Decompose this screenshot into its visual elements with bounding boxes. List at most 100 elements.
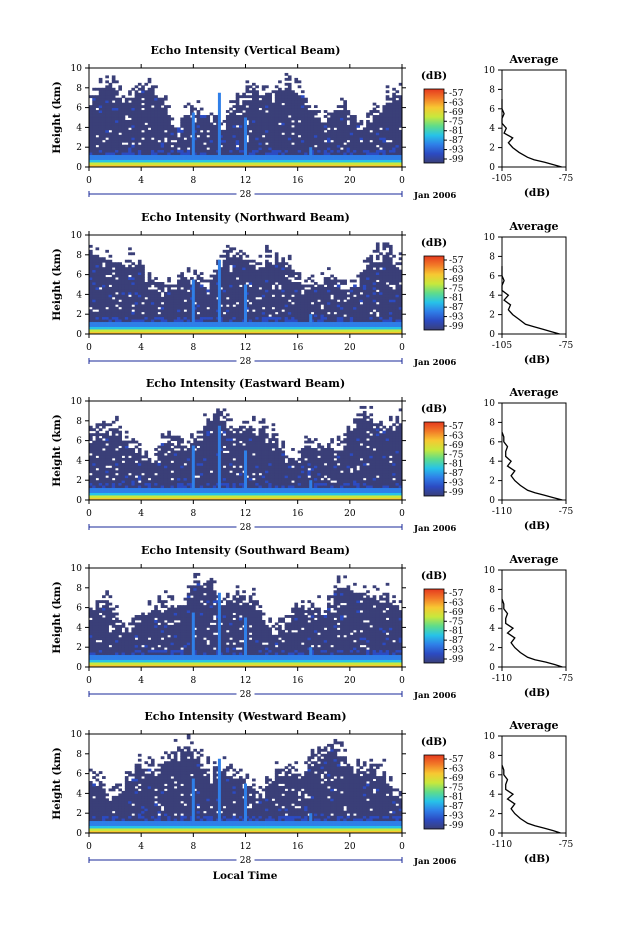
avg-frame (501, 236, 567, 335)
avg-x-label: (dB) (524, 687, 550, 699)
avg-x-tick-label: -75 (559, 507, 574, 517)
y-tick-label: 2 (76, 643, 82, 653)
date-month-label: Jan 2006 (413, 691, 456, 701)
x-tick-label: 12 (240, 676, 251, 686)
y-tick-label: 4 (76, 789, 82, 799)
avg-x-tick-label: -110 (492, 840, 512, 850)
average-profile: Average 0 2 4 6 8 10 -110 -75 (dB) (484, 386, 574, 532)
date-day-bg (236, 855, 255, 865)
colorbar-tick-label: -57 (449, 589, 464, 599)
x-tick-label: 8 (190, 842, 196, 852)
feature-column (191, 778, 195, 826)
y-tick-label: 4 (76, 290, 82, 300)
x-tick-label: 0 (86, 842, 92, 852)
avg-x-label: (dB) (524, 354, 550, 366)
feature-column (244, 450, 247, 493)
feature-column (309, 813, 313, 826)
feature-column (309, 480, 313, 493)
feature-column (244, 783, 247, 826)
colorbar-tick-label: -63 (449, 265, 464, 275)
avg-x-tick-label: -110 (492, 674, 512, 684)
colorbar-tick-label: -99 (449, 488, 464, 498)
y-tick-label: 4 (76, 456, 82, 466)
colorbar-tick-label: -93 (449, 479, 464, 489)
x-tick-label: 16 (292, 509, 304, 519)
colorbar-tick-label: -99 (449, 655, 464, 665)
colorbar-tick-label: -75 (449, 783, 464, 793)
colorbar-label: (dB) (421, 736, 447, 748)
colorbar-tick-label: -63 (449, 764, 464, 774)
y-tick-label: 0 (76, 663, 82, 673)
colorbar-tick-label: -87 (449, 469, 464, 479)
x-tick-label: 16 (292, 842, 304, 852)
y-axis-label: Height (km) (51, 414, 63, 486)
colorbar-tick-label: -75 (449, 284, 464, 294)
colorbar: (dB)-57-63-69-75-81-87-93-99 (421, 736, 464, 831)
y-tick-label: 2 (76, 143, 82, 153)
colorbar: (dB)-57-63-69-75-81-87-93-99 (421, 70, 464, 165)
colorbar-tick-label: -69 (449, 108, 464, 118)
avg-y-tick-label: 6 (489, 272, 495, 282)
x-tick-label: 12 (240, 509, 251, 519)
avg-y-tick-label: 10 (484, 66, 496, 76)
date-day-label: 28 (240, 357, 252, 367)
colorbar-tick-label: -93 (449, 812, 464, 822)
y-tick-label: 6 (76, 104, 82, 114)
x-tick-label: 16 (292, 676, 304, 686)
x-tick-label: 12 (240, 842, 251, 852)
y-tick-label: 10 (71, 564, 83, 574)
colorbar-tick-label: -57 (449, 422, 464, 432)
date-month-label: Jan 2006 (413, 524, 456, 534)
x-tick-label: 0 (86, 176, 92, 186)
feature-column (191, 612, 195, 660)
x-tick-label: 8 (190, 176, 196, 186)
avg-title: Average (508, 719, 558, 732)
avg-x-tick-label: -105 (492, 341, 512, 351)
avg-x-label: (dB) (524, 187, 550, 199)
colorbar-tick-label: -81 (449, 793, 464, 803)
date-month-label: Jan 2006 (413, 857, 456, 867)
avg-profile-line (501, 764, 561, 834)
colorbar-tick-label: -75 (449, 450, 464, 460)
avg-y-tick-label: 8 (489, 585, 495, 595)
heatmap-field (89, 572, 403, 668)
avg-y-tick-label: 4 (489, 291, 495, 301)
heatmap-field (89, 242, 403, 335)
avg-title: Average (508, 553, 558, 566)
x-tick-label: 4 (138, 676, 144, 686)
avg-y-tick-label: 6 (489, 105, 495, 115)
panel-title: Echo Intensity (Vertical Beam) (150, 44, 340, 57)
avg-y-tick-label: 4 (489, 790, 495, 800)
avg-y-tick-label: 0 (489, 163, 495, 173)
average-profile: Average 0 2 4 6 8 10 -110 -75 (dB) (484, 553, 574, 699)
avg-x-label: (dB) (524, 520, 550, 532)
colorbar-tick-label: -99 (449, 322, 464, 332)
x-tick-label: 4 (138, 176, 144, 186)
y-tick-label: 0 (76, 163, 82, 173)
y-tick-label: 2 (76, 476, 82, 486)
colorbar-tick-label: -81 (449, 627, 464, 637)
avg-x-tick-label: -75 (559, 674, 574, 684)
avg-title: Average (508, 53, 558, 66)
colorbar-tick-label: -63 (449, 598, 464, 608)
colorbar-tick-label: -81 (449, 127, 464, 137)
y-tick-label: 8 (76, 417, 82, 427)
colorbar-label: (dB) (421, 403, 447, 415)
feature-column (244, 117, 247, 160)
x-tick-label: 16 (292, 176, 304, 186)
colorbar-tick-label: -87 (449, 303, 464, 313)
heatmap-field (89, 72, 403, 168)
avg-y-tick-label: 4 (489, 124, 495, 134)
colorbar: (dB)-57-63-69-75-81-87-93-99 (421, 570, 464, 665)
date-day-label: 28 (240, 856, 252, 866)
y-tick-label: 4 (76, 123, 82, 133)
avg-y-tick-label: 2 (489, 477, 495, 487)
colorbar-tick-label: -57 (449, 755, 464, 765)
avg-x-tick-label: -110 (492, 507, 512, 517)
x-tick-label: 4 (138, 842, 144, 852)
x-tick-label: 0 (86, 676, 92, 686)
y-tick-label: 6 (76, 604, 82, 614)
avg-profile-line (501, 99, 562, 168)
y-axis-label: Height (km) (51, 747, 63, 819)
feature-column (217, 425, 221, 493)
